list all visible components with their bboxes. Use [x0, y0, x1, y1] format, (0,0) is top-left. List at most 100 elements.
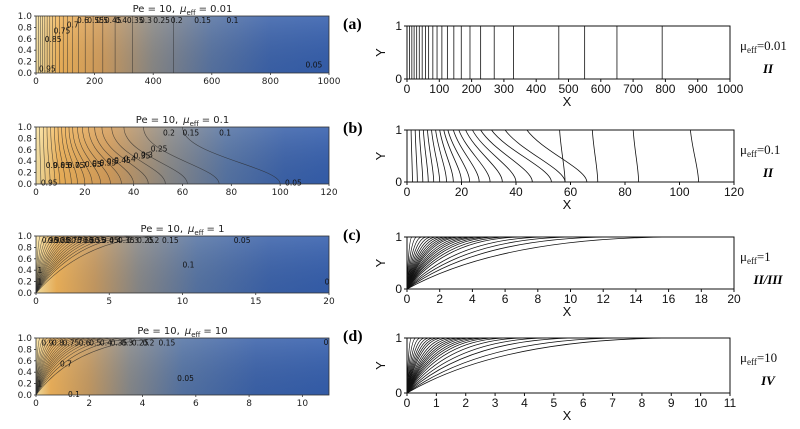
- contour-label: 0.6: [79, 339, 91, 348]
- mu-subscript: eff: [747, 357, 757, 367]
- x-tick-label: 8: [534, 292, 541, 306]
- contour-line: [57, 126, 66, 185]
- contour-label: 0.4: [124, 154, 136, 163]
- title-param: μ: [182, 115, 189, 126]
- contour-line: [418, 129, 424, 183]
- contour-line: [35, 235, 102, 294]
- contour-line: [406, 337, 622, 394]
- x-tick-label: 0: [404, 396, 411, 410]
- contour-line: [35, 235, 110, 294]
- x-axis-label: X: [563, 197, 572, 212]
- contour-line: [406, 337, 472, 394]
- mu-subscript: eff: [747, 256, 757, 266]
- contour-line: [406, 337, 487, 394]
- y-tick-label: 0.4: [18, 157, 33, 167]
- x-tick-label: 11: [724, 396, 737, 410]
- y-tick-label: 1.0: [18, 232, 33, 242]
- panel-title: Pe = 10, μeff = 10: [137, 326, 227, 339]
- contour-label: 0.5: [95, 236, 107, 245]
- y-axis-label: Y: [373, 361, 388, 370]
- contour-line: [406, 236, 461, 290]
- x-tick-label: 0: [33, 297, 39, 307]
- y-tick-label: 0.4: [18, 266, 33, 276]
- y-tick-label: 0.6: [18, 255, 33, 265]
- x-tick-label: 0: [404, 82, 411, 96]
- y-tick-label: 0.8: [18, 345, 33, 355]
- contour-line: [35, 337, 116, 396]
- mu-subscript: eff: [747, 45, 757, 55]
- contour-line: [35, 235, 91, 294]
- contour-label: 0.75: [65, 236, 82, 245]
- contour-line: [447, 129, 471, 183]
- x-tick-label: 1000: [717, 82, 744, 96]
- panel-label: (b): [343, 120, 363, 137]
- contour-label: 0.95: [42, 236, 59, 245]
- x-tick-label: 200: [462, 82, 482, 96]
- contour-line: [35, 235, 127, 294]
- x-tick-label: 0: [404, 185, 411, 199]
- contour-label: 0.2: [143, 339, 155, 348]
- panel-label: (a): [343, 16, 362, 33]
- y-tick-label: 0.8: [18, 134, 33, 144]
- mu-eff-label: μeff=10: [740, 350, 777, 367]
- x-axis: 0 2 4 6 8 10 12 14 16 18 20 X: [404, 289, 741, 319]
- contour-line: [35, 337, 90, 396]
- x-tick-label: 9: [668, 396, 675, 410]
- x-tick-label: 12: [597, 292, 611, 306]
- contour-lines: [38, 15, 175, 73]
- contour-label: 0.2: [147, 236, 159, 245]
- y-tick-label: 1.0: [18, 334, 33, 344]
- x-tick-label: 10: [177, 297, 189, 307]
- contour-line: [410, 129, 413, 183]
- y-tick-label: 0.0: [18, 69, 33, 79]
- contour-label: 0.3: [121, 339, 133, 348]
- axes-frame: [406, 25, 731, 80]
- x-tick-label: 100: [272, 188, 289, 198]
- mu-subscript: eff: [747, 149, 757, 159]
- contour-label: 0.1: [226, 16, 238, 25]
- regime-label: IV: [760, 373, 776, 388]
- contour-line: [632, 129, 640, 183]
- contour-line: [143, 126, 220, 185]
- y-tick-label: 1.0: [18, 123, 33, 133]
- contour-label: 0.3: [127, 236, 139, 245]
- heatmap-panel-1: Pe = 10, μeff = 0.010.950.850.750.70.60.55…: [18, 4, 341, 87]
- x-tick-label: 0: [33, 399, 39, 409]
- contour-label: 0.55: [89, 236, 106, 245]
- x-tick-label: 120: [320, 188, 337, 198]
- contour-line: [35, 235, 85, 294]
- contour-label: 0.65: [85, 160, 102, 169]
- contour-label: 0.7: [71, 236, 83, 245]
- contour-line: [406, 236, 672, 290]
- y-tick-label: 0.6: [18, 357, 33, 367]
- contour-lines: [35, 235, 161, 294]
- contour-line: [182, 126, 281, 185]
- contour-lines: [39, 126, 281, 185]
- contour-line: [458, 129, 491, 183]
- contour-line: [422, 129, 429, 183]
- line-panel-a: (a) 0 1 Y 0 100 200 300 400 500 600 700 800 900 1000 Xμ…: [343, 16, 787, 109]
- mu-symbol: μ: [740, 142, 747, 157]
- x-tick-label: 400: [145, 77, 162, 87]
- x-axis: 0 2 4 6 8 10: [33, 395, 308, 409]
- contour-line: [35, 337, 127, 396]
- mu-value: =1: [757, 249, 771, 264]
- contour-line: [43, 126, 46, 185]
- contour-label: 0: [325, 278, 330, 287]
- mu-value: =0.1: [757, 142, 781, 157]
- x-axis: 0 20 40 60 80 100 120 X: [404, 182, 744, 212]
- contour-line: [39, 126, 42, 185]
- y-axis: 0.00.2 0.40.6 0.81.0: [18, 12, 36, 79]
- y-tick-label: 1: [395, 123, 402, 137]
- x-tick-label: 20: [323, 297, 335, 307]
- contour-line: [35, 235, 161, 294]
- heatmap-panel-3: Pe = 10, μeff = 10.950.90.850.80.750.70.65…: [18, 224, 335, 307]
- title-param-sub: eff: [191, 331, 200, 339]
- contour-label: 0.6: [77, 16, 89, 25]
- mu-eff-label: μeff=0.1: [740, 142, 780, 159]
- contour-label: 0.75: [54, 26, 71, 35]
- x-tick-label: 600: [203, 77, 220, 87]
